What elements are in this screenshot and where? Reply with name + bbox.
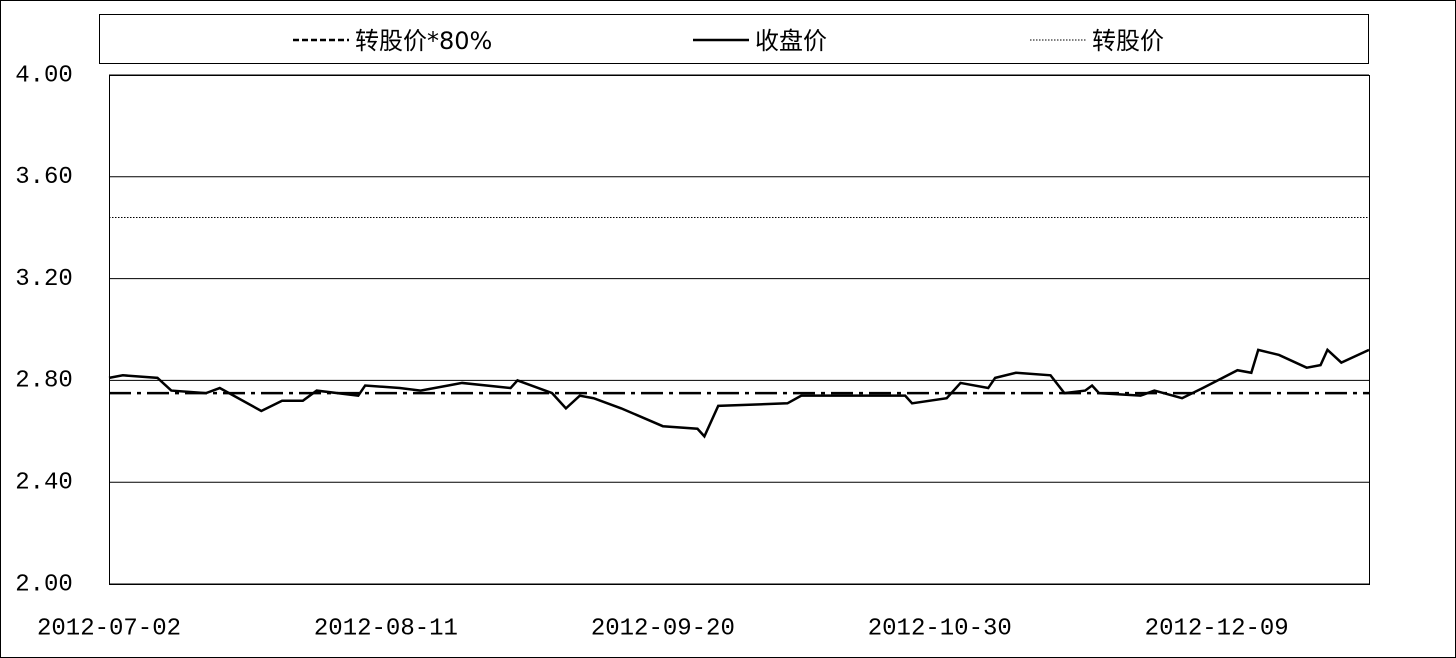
y-tick-label: 4.00	[15, 62, 73, 89]
x-tick-label: 2012-09-20	[591, 615, 735, 642]
y-tick-label: 3.20	[15, 266, 73, 293]
y-tick-label: 2.00	[15, 571, 73, 598]
y-tick-label: 2.80	[15, 368, 73, 395]
legend	[99, 14, 1369, 64]
y-tick-label: 3.60	[15, 164, 73, 191]
x-tick-label: 2012-08-11	[314, 615, 458, 642]
legend-label: 转股价	[1092, 27, 1164, 55]
y-tick-label: 2.40	[15, 470, 73, 497]
x-tick-label: 2012-10-30	[868, 615, 1012, 642]
legend-label: 转股价*80%	[355, 27, 492, 55]
x-tick-label: 2012-12-09	[1145, 615, 1289, 642]
legend-label: 收盘价	[755, 27, 827, 55]
close-price-line	[108, 347, 1370, 439]
plot-area	[109, 75, 1370, 585]
x-tick-label: 2012-07-02	[37, 615, 181, 642]
